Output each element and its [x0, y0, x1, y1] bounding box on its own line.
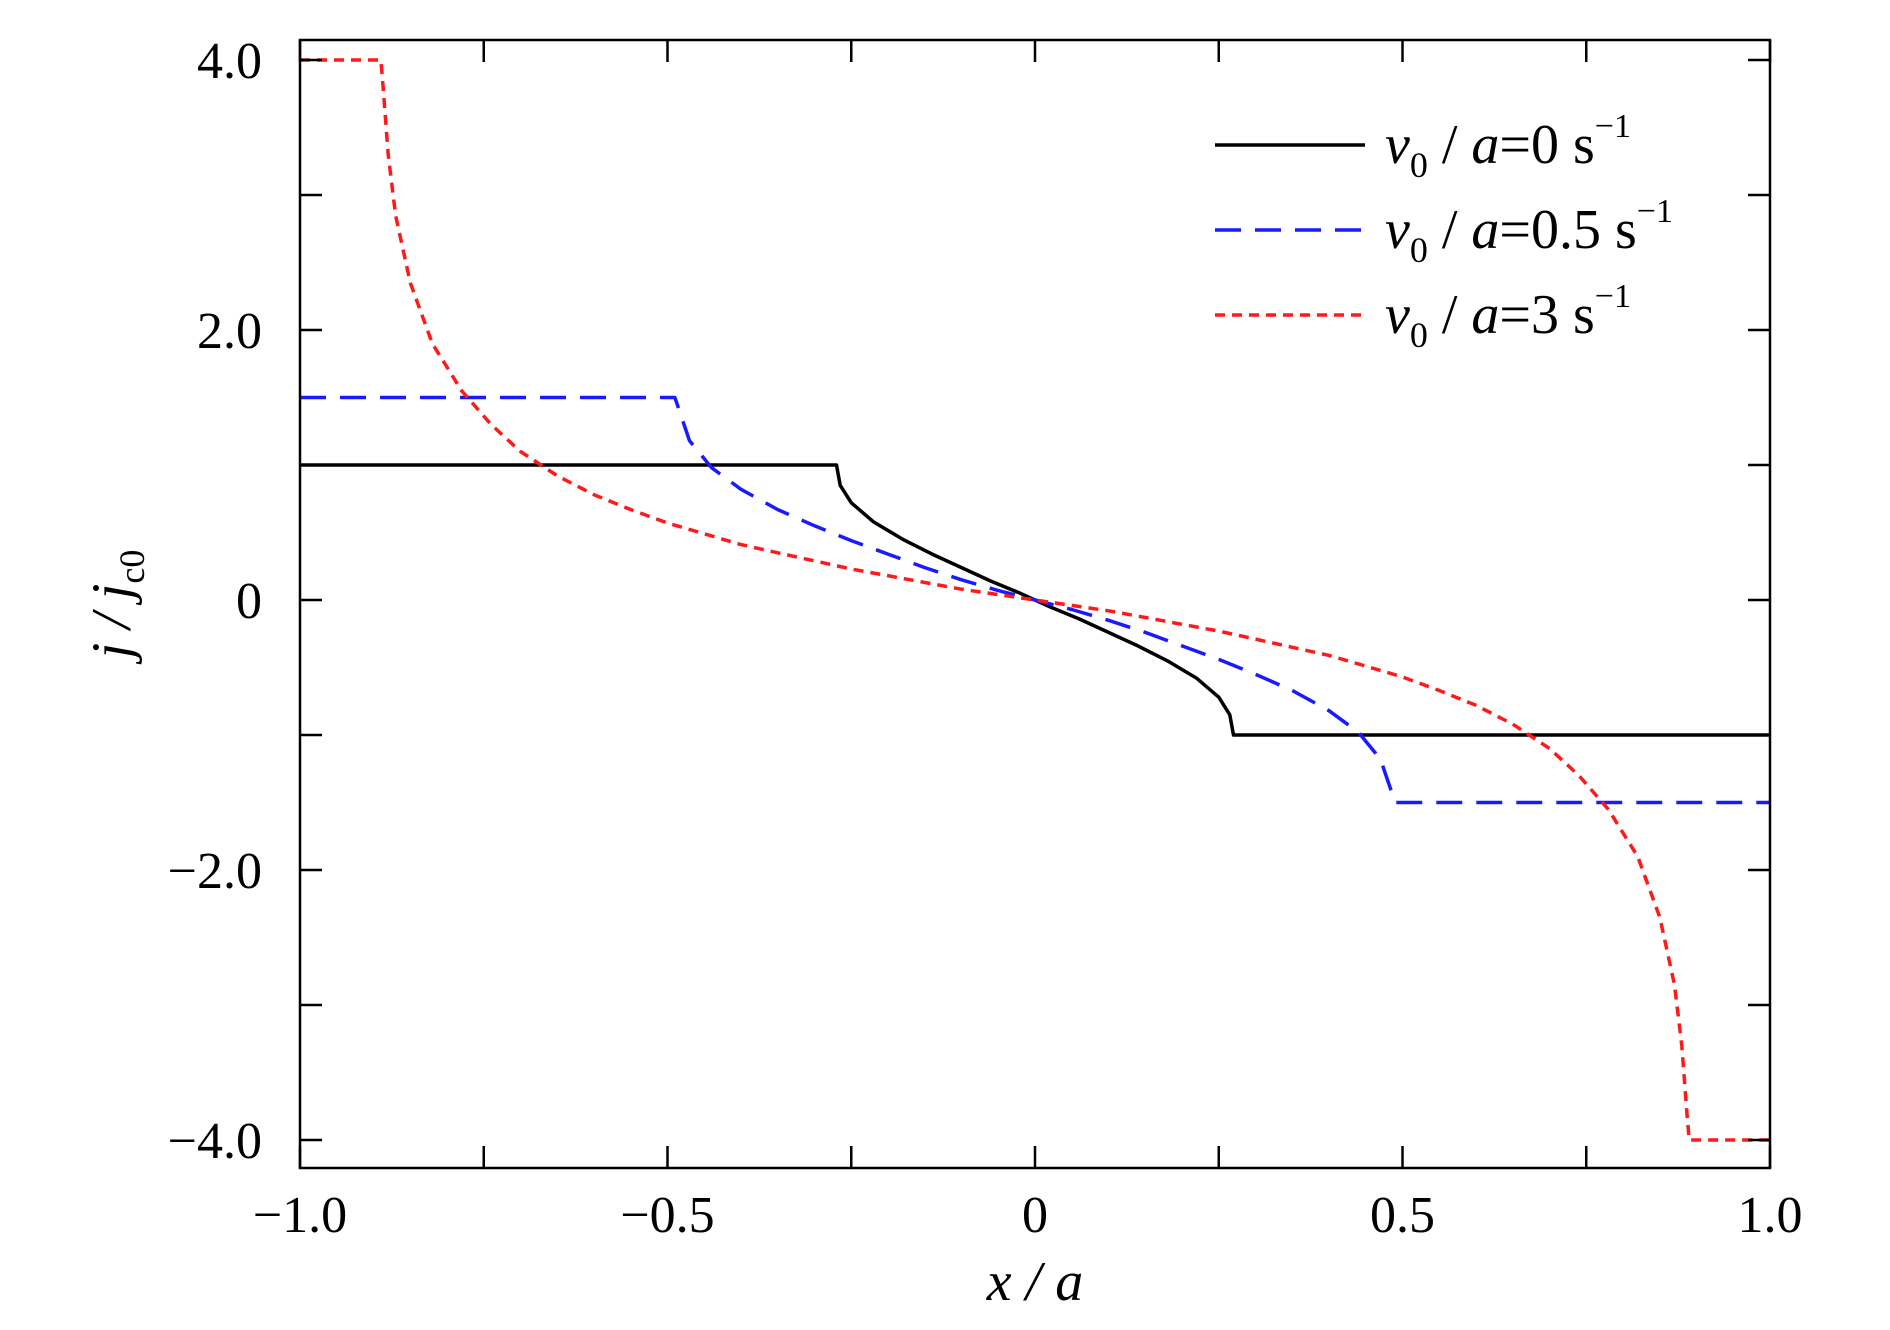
y-tick-label: 2.0 [197, 303, 262, 360]
y-tick-label: 4.0 [197, 33, 262, 90]
x-axis-title: x / a [986, 1251, 1083, 1313]
y-tick-labels: 4.0 2.0 0 −2.0 −4.0 [168, 33, 262, 1170]
y-axis-title-sub: c0 [112, 550, 152, 584]
series-layer [300, 58, 1770, 1142]
y-tick-label: −4.0 [168, 1113, 262, 1170]
y-axis-title: j / jc0 [81, 550, 152, 665]
x-tick-label: 1.0 [1738, 1187, 1803, 1244]
x-tick-label: −0.5 [620, 1187, 714, 1244]
x-tick-label: −1.0 [253, 1187, 347, 1244]
legend-label-1: v0 / a=0 s−1 [1385, 108, 1631, 185]
legend-label-3: v0 / a=3 s−1 [1385, 278, 1631, 355]
svg-text:j / jc0: j / jc0 [81, 550, 152, 665]
x-tick-label: 0.5 [1370, 1187, 1435, 1244]
legend-label-2: v0 / a=0.5 s−1 [1385, 193, 1673, 270]
series-line-2 [300, 395, 1770, 805]
y-tick-label: −2.0 [168, 843, 262, 900]
legend: v0 / a=0 s−1 v0 / a=0.5 s−1 v0 / a=3 s−1 [1215, 108, 1673, 355]
y-axis-title-main: j / j [81, 584, 143, 665]
x-tick-labels: −1.0 −0.5 0 0.5 1.0 [253, 1187, 1803, 1244]
tick-layer [298, 40, 1772, 1168]
y-tick-label: 0 [236, 573, 262, 630]
x-tick-label: 0 [1022, 1187, 1048, 1244]
